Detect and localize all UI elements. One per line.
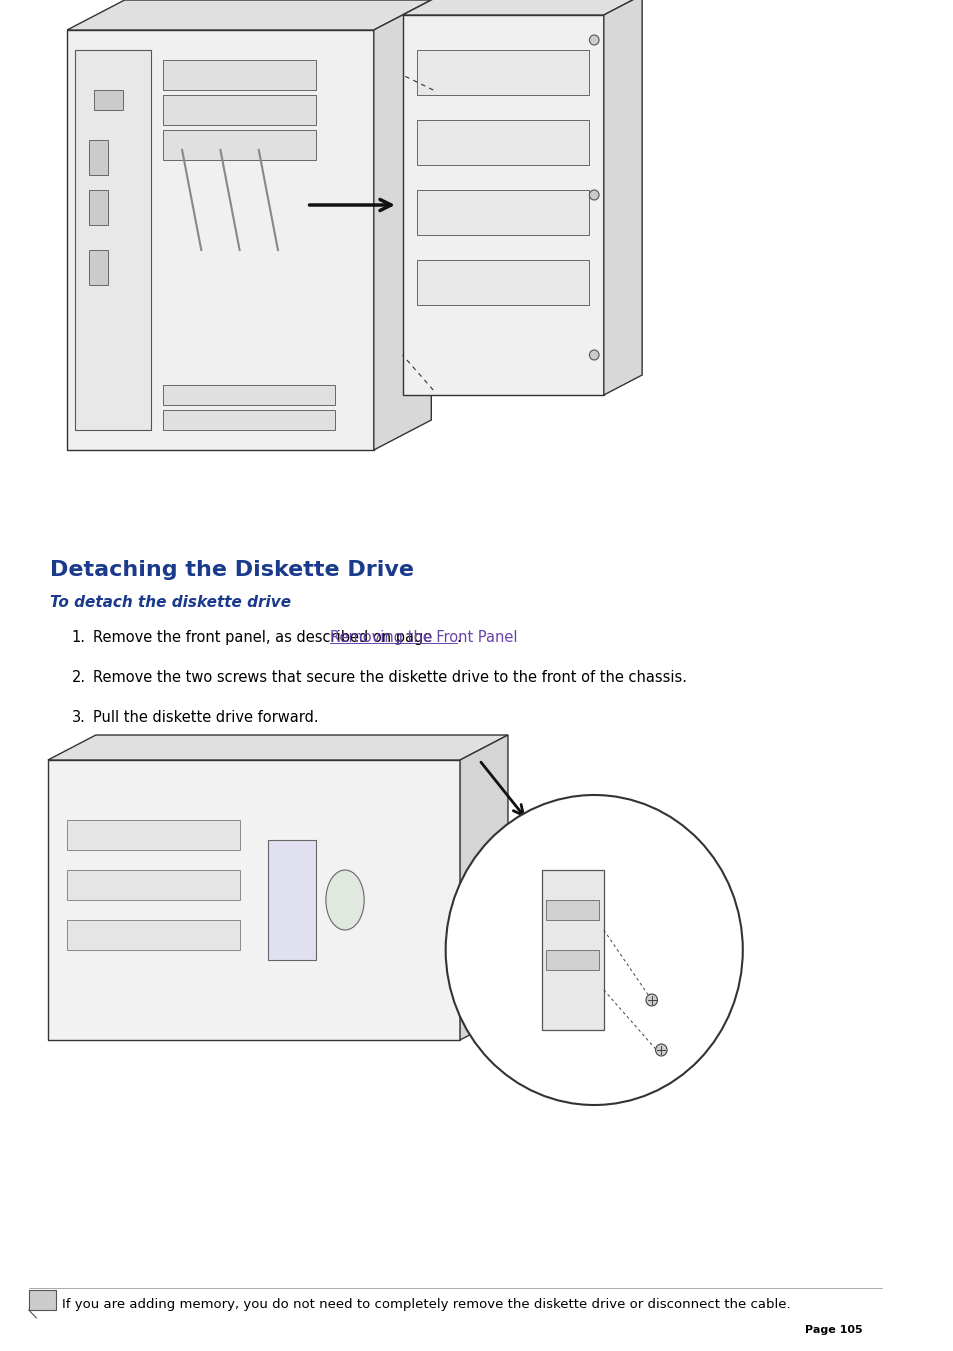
Polygon shape	[89, 141, 109, 176]
Polygon shape	[541, 870, 603, 1029]
Circle shape	[589, 350, 598, 359]
Circle shape	[589, 190, 598, 200]
Polygon shape	[374, 0, 431, 450]
Polygon shape	[67, 870, 239, 900]
Polygon shape	[48, 735, 507, 761]
Polygon shape	[163, 385, 335, 405]
Polygon shape	[416, 259, 589, 305]
Polygon shape	[67, 920, 239, 950]
Polygon shape	[459, 735, 507, 1040]
Circle shape	[589, 35, 598, 45]
Polygon shape	[67, 820, 239, 850]
Polygon shape	[416, 190, 589, 235]
Polygon shape	[268, 840, 316, 961]
Circle shape	[655, 1044, 666, 1056]
Polygon shape	[29, 1290, 55, 1310]
Polygon shape	[163, 95, 316, 126]
Ellipse shape	[326, 870, 364, 929]
Polygon shape	[93, 91, 123, 109]
Polygon shape	[416, 120, 589, 165]
Text: Remove the front panel, as described on page: Remove the front panel, as described on …	[92, 630, 436, 644]
Polygon shape	[67, 0, 431, 30]
Text: Removing the Front Panel: Removing the Front Panel	[330, 630, 517, 644]
Text: .: .	[456, 630, 461, 644]
Text: Remove the two screws that secure the diskette drive to the front of the chassis: Remove the two screws that secure the di…	[92, 670, 686, 685]
Polygon shape	[163, 130, 316, 159]
Text: If you are adding memory, you do not need to completely remove the diskette driv: If you are adding memory, you do not nee…	[62, 1298, 790, 1310]
Text: Pull the diskette drive forward.: Pull the diskette drive forward.	[92, 711, 318, 725]
Polygon shape	[416, 50, 589, 95]
Polygon shape	[89, 190, 109, 226]
Polygon shape	[163, 409, 335, 430]
Text: Detaching the Diskette Drive: Detaching the Diskette Drive	[50, 561, 414, 580]
Text: 1.: 1.	[71, 630, 86, 644]
Text: To detach the diskette drive: To detach the diskette drive	[50, 594, 291, 611]
Text: Page 105: Page 105	[804, 1325, 862, 1335]
Polygon shape	[67, 30, 374, 450]
Circle shape	[645, 994, 657, 1006]
Polygon shape	[546, 900, 598, 920]
Polygon shape	[402, 15, 603, 394]
Polygon shape	[163, 59, 316, 91]
Polygon shape	[48, 761, 459, 1040]
Text: 3.: 3.	[71, 711, 86, 725]
Polygon shape	[402, 0, 641, 15]
Circle shape	[445, 794, 742, 1105]
Text: 2.: 2.	[71, 670, 86, 685]
Polygon shape	[546, 950, 598, 970]
Polygon shape	[603, 0, 641, 394]
Polygon shape	[74, 50, 152, 430]
Polygon shape	[89, 250, 109, 285]
